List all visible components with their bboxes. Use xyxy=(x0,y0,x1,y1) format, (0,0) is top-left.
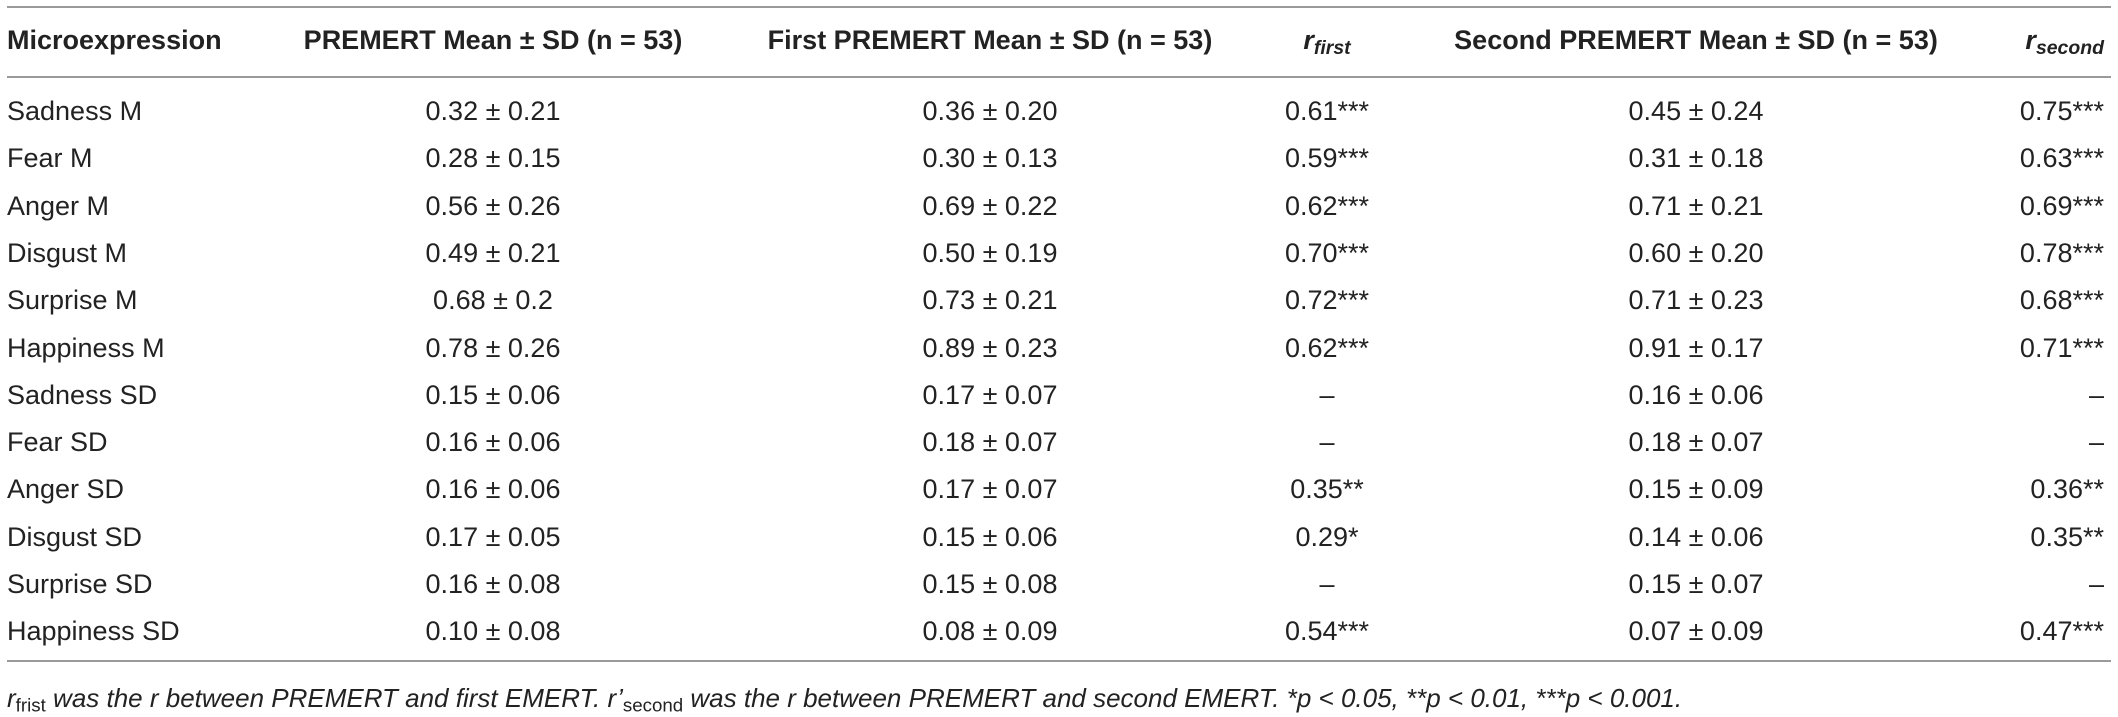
row-label: Sadness SD xyxy=(7,379,158,410)
header-symbol: r xyxy=(2025,25,2036,55)
cell-value: 0.16 ± 0.08 xyxy=(425,569,561,599)
cell-value: 0.10 ± 0.08 xyxy=(425,616,561,647)
row-label: Sadness M xyxy=(7,96,143,126)
cell-value: 0.71 ± 0.23 xyxy=(1628,285,1764,316)
cell-value: 0.16 ± 0.06 xyxy=(1628,379,1764,410)
footnote: rfrist was the r between PREMERT and fir… xyxy=(7,683,1682,717)
header-subscript: second xyxy=(2035,36,2104,59)
cell-value: 0.69 ± 0.22 xyxy=(922,190,1058,221)
cell-value: 0.16 ± 0.06 xyxy=(425,474,561,505)
header-cell: rsecond xyxy=(2025,27,2104,58)
cell-value: 0.16 ± 0.06 xyxy=(425,427,561,458)
cell-value: – xyxy=(1319,379,1335,410)
row-label: Happiness M xyxy=(7,332,165,363)
footnote-part: r xyxy=(7,683,16,713)
cell-value: 0.18 ± 0.07 xyxy=(1628,427,1764,458)
header-cell: PREMERT Mean ± SD (n = 53) xyxy=(303,25,683,55)
cell-value: 0.15 ± 0.09 xyxy=(1628,474,1764,505)
bottom-rule xyxy=(7,660,2111,662)
cell-value: 0.15 ± 0.08 xyxy=(922,569,1058,599)
row-label: Happiness SD xyxy=(7,616,180,647)
cell-value: 0.14 ± 0.06 xyxy=(1628,521,1764,552)
cell-value: 0.36 ± 0.20 xyxy=(922,96,1058,126)
cell-value: 0.17 ± 0.07 xyxy=(922,474,1058,505)
header-cell: First PREMERT Mean ± SD (n = 53) xyxy=(767,25,1213,55)
row-label: Disgust M xyxy=(7,237,128,268)
cell-value: 0.31 ± 0.18 xyxy=(1628,143,1764,174)
header-subscript: first xyxy=(1313,36,1351,59)
footnote-part: second xyxy=(622,694,684,716)
cell-value: 0.54*** xyxy=(1284,616,1370,647)
cell-value: 0.78*** xyxy=(2019,237,2104,268)
cell-value: 0.15 ± 0.06 xyxy=(922,521,1058,552)
cell-value: 0.62*** xyxy=(1284,190,1370,221)
cell-value: 0.91 ± 0.17 xyxy=(1628,332,1764,363)
cell-value: – xyxy=(2088,379,2104,410)
header-rule xyxy=(7,76,2111,78)
cell-value: 0.15 ± 0.06 xyxy=(425,379,561,410)
cell-value: 0.62*** xyxy=(1284,332,1370,363)
cell-value: 0.45 ± 0.24 xyxy=(1628,96,1764,126)
header-symbol: r xyxy=(1303,25,1314,55)
cell-value: 0.30 ± 0.13 xyxy=(922,143,1058,174)
footnote-part: was the r between PREMERT and first EMER… xyxy=(45,683,623,713)
cell-value: 0.32 ± 0.21 xyxy=(425,96,561,126)
cell-value: 0.35** xyxy=(1290,474,1364,505)
row-label: Surprise SD xyxy=(7,569,153,599)
cell-value: 0.68 ± 0.2 xyxy=(433,285,553,316)
cell-value: 0.07 ± 0.09 xyxy=(1628,616,1764,647)
cell-value: 0.47*** xyxy=(2019,616,2104,647)
cell-value: – xyxy=(2088,569,2104,599)
cell-value: 0.89 ± 0.23 xyxy=(922,332,1058,363)
row-label: Fear SD xyxy=(7,427,108,458)
footnote-part: was the r between PREMERT and second EME… xyxy=(683,683,1683,713)
cell-value: 0.29* xyxy=(1295,521,1359,552)
header-cell: Microexpression xyxy=(7,25,222,55)
cell-value: 0.71*** xyxy=(2019,332,2104,363)
cell-value: 0.35** xyxy=(2030,521,2104,552)
cell-value: 0.08 ± 0.09 xyxy=(922,616,1058,647)
cell-value: 0.17 ± 0.05 xyxy=(425,521,561,552)
cell-value: 0.49 ± 0.21 xyxy=(425,237,561,268)
cell-value: 0.61*** xyxy=(1284,96,1370,126)
cell-value: 0.63*** xyxy=(2019,143,2104,174)
cell-value: 0.72*** xyxy=(1284,285,1370,316)
cell-value: 0.73 ± 0.21 xyxy=(922,285,1058,316)
cell-value: – xyxy=(1319,427,1335,458)
cell-value: 0.60 ± 0.20 xyxy=(1628,237,1764,268)
cell-value: 0.50 ± 0.19 xyxy=(922,237,1058,268)
footnote-part: frist xyxy=(15,694,46,716)
row-label: Fear M xyxy=(7,143,93,174)
cell-value: 0.59*** xyxy=(1284,143,1370,174)
cell-value: – xyxy=(1319,569,1335,599)
cell-value: 0.15 ± 0.07 xyxy=(1628,569,1764,599)
cell-value: 0.17 ± 0.07 xyxy=(922,379,1058,410)
cell-value: – xyxy=(2088,427,2104,458)
cell-value: 0.56 ± 0.26 xyxy=(425,190,561,221)
cell-value: 0.70*** xyxy=(1284,237,1370,268)
cell-value: 0.68*** xyxy=(2019,285,2104,316)
cell-value: 0.18 ± 0.07 xyxy=(922,427,1058,458)
cell-value: 0.36** xyxy=(2030,474,2104,505)
cell-value: 0.78 ± 0.26 xyxy=(425,332,561,363)
top-rule xyxy=(7,6,2111,8)
row-label: Surprise M xyxy=(7,285,138,316)
cell-value: 0.69*** xyxy=(2019,190,2104,221)
cell-value: 0.71 ± 0.21 xyxy=(1628,190,1764,221)
row-label: Anger M xyxy=(7,190,110,221)
cell-value: 0.75*** xyxy=(2019,96,2104,126)
header-cell: Second PREMERT Mean ± SD (n = 53) xyxy=(1454,25,1938,55)
header-cell: rfirst xyxy=(1303,27,1350,58)
row-label: Anger SD xyxy=(7,474,125,505)
row-label: Disgust SD xyxy=(7,521,143,552)
cell-value: 0.28 ± 0.15 xyxy=(425,143,561,174)
